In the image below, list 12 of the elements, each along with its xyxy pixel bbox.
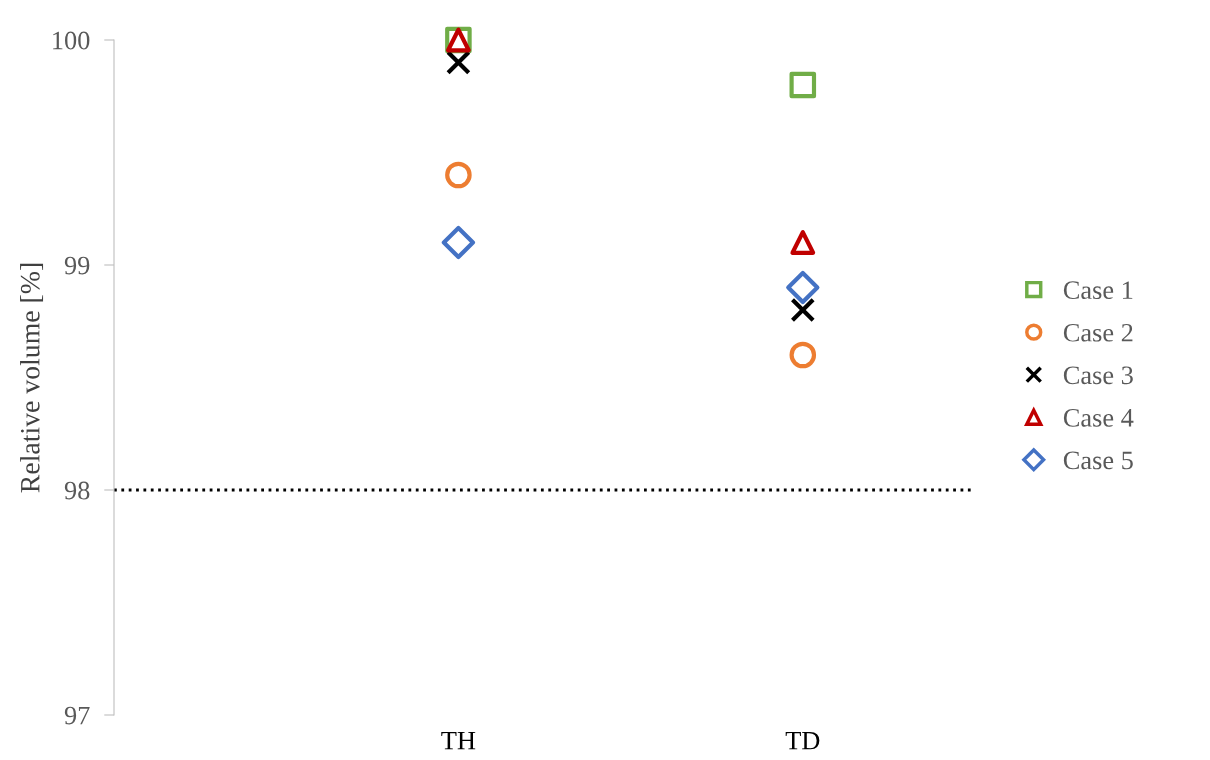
legend-label: Case 5	[1063, 451, 1133, 470]
y-tick-label: 97	[64, 706, 90, 725]
legend-label: Case 3	[1063, 366, 1133, 385]
x-tick-label: TH	[441, 732, 476, 750]
y-tick-label: 99	[64, 256, 90, 275]
legend-label: Case 1	[1063, 281, 1133, 300]
legend-label: Case 2	[1063, 323, 1133, 342]
y-axis-title: Relative volume [%]	[20, 263, 44, 493]
y-tick-label: 98	[64, 481, 90, 500]
legend-label: Case 4	[1063, 409, 1134, 427]
x-tick-label: TD	[785, 732, 820, 750]
y-tick-label: 100	[53, 31, 90, 50]
